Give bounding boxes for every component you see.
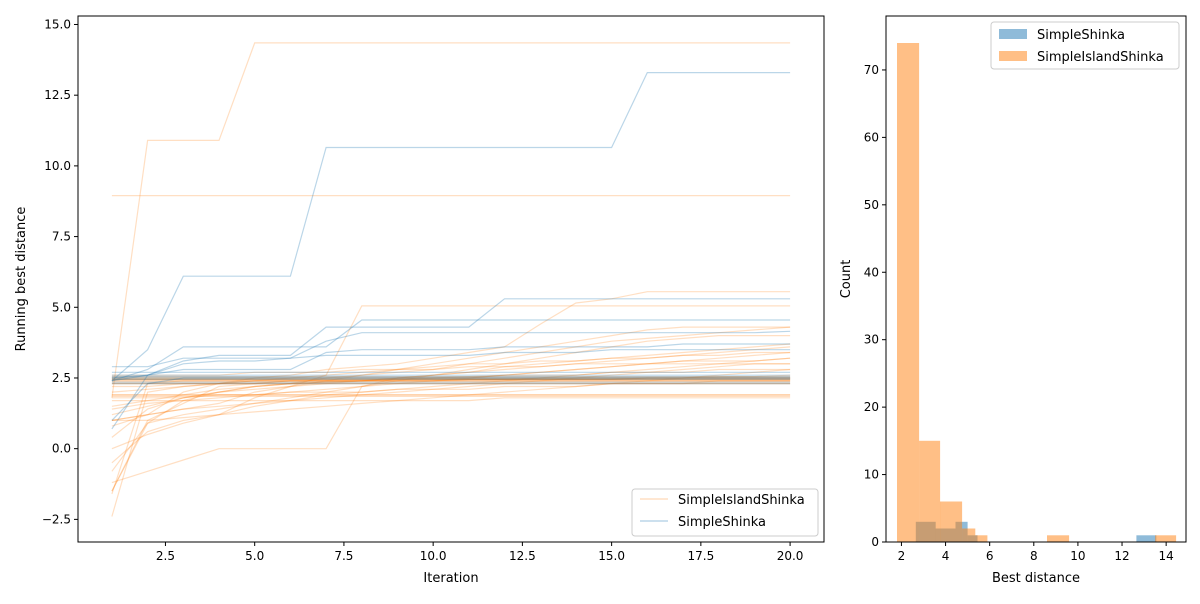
y-tick-label: 0 <box>871 535 879 549</box>
bar-simpleislandshinka-7 <box>1155 535 1177 542</box>
x-tick-label: 10.0 <box>420 549 447 563</box>
y-tick-label: 60 <box>864 130 879 144</box>
line-simpleshinka-run-6 <box>111 349 791 382</box>
x-tick-label: 2 <box>898 549 906 563</box>
line-simpleislandshinka-run-8 <box>111 380 791 517</box>
y-tick-label: 10 <box>864 468 879 482</box>
histogram-bars <box>897 43 1177 542</box>
line-simpleislandshinka-run-20 <box>111 357 791 376</box>
x-tick-label: 12.5 <box>509 549 536 563</box>
x-tick-label: 8 <box>1030 549 1038 563</box>
y-tick-label: 40 <box>864 265 879 279</box>
y-tick-label: 50 <box>864 198 879 212</box>
line-simpleshinka-run-5 <box>111 343 791 379</box>
y-tick-label: 30 <box>864 333 879 347</box>
bar-simpleislandshinka-2 <box>919 440 941 542</box>
series-lines <box>111 42 791 517</box>
plot-frame <box>885 15 1187 543</box>
line-simpleshinka-run-4 <box>111 330 791 368</box>
line-simpleislandshinka-run-14 <box>111 357 791 450</box>
x-tick-label: 20.0 <box>777 549 804 563</box>
line-simpleislandshinka-run-12 <box>111 351 791 407</box>
line-simpleislandshinka-run-5 <box>111 343 791 484</box>
x-tick-label: 5.0 <box>245 549 264 563</box>
x-tick-label: 7.5 <box>334 549 353 563</box>
line-simpleislandshinka-run-6 <box>111 377 791 495</box>
x-tick-label: 17.5 <box>687 549 714 563</box>
bar-simpleislandshinka-1 <box>897 43 920 542</box>
bar-simpleshinka-5 <box>1136 535 1157 542</box>
best-distance-histogram: 2 4 6 8 10 12 14 0 10 20 30 40 50 60 70 Best distance… <box>839 15 1187 586</box>
line-simpleislandshinka-run-11 <box>111 346 791 416</box>
legend-swatch-simpleislandshinka <box>999 51 1027 61</box>
x-tick-label: 2.5 <box>156 549 175 563</box>
line-simpleislandshinka-run-34 <box>111 377 791 492</box>
y-tick-label: 70 <box>864 63 879 77</box>
line-simpleshinka-run-1 <box>111 71 791 382</box>
y-tick-label: 20 <box>864 400 879 414</box>
line-simpleshinka-run-12 <box>111 377 791 421</box>
y-tick-label: 7.5 <box>52 230 71 244</box>
line-simpleislandshinka-run-10 <box>111 326 791 427</box>
bar-simpleislandshinka-6 <box>1047 535 1070 542</box>
legend-label-simpleshinka: SimpleShinka <box>678 515 766 530</box>
legend: SimpleShinka SimpleIslandShinka <box>990 21 1180 70</box>
y-tick-label: 5.0 <box>52 300 71 314</box>
y-axis-ticks: −2.5 0.0 2.5 5.0 7.5 10.0 12.5 15.0 <box>42 17 78 526</box>
y-tick-label: 2.5 <box>52 371 71 385</box>
x-axis-ticks: 2 4 6 8 10 12 14 <box>898 542 1174 563</box>
running-best-line-chart: 2.5 5.0 7.5 10.0 12.5 15.0 17.5 20.0 −2.5 0.0 2.5… <box>14 15 825 586</box>
line-simpleislandshinka-run-16 <box>111 368 791 388</box>
x-tick-label: 14 <box>1159 549 1174 563</box>
x-tick-label: 12 <box>1114 549 1129 563</box>
y-tick-label: 12.5 <box>44 88 71 102</box>
line-simpleshinka-run-3 <box>111 319 791 382</box>
x-tick-label: 4 <box>942 549 950 563</box>
line-simpleislandshinka-run-13 <box>111 368 791 421</box>
line-simpleislandshinka-run-1 <box>111 42 791 398</box>
bar-simpleislandshinka-5 <box>975 535 988 542</box>
x-axis-ticks: 2.5 5.0 7.5 10.0 12.5 15.0 17.5 20.0 <box>156 542 804 563</box>
y-tick-label: 15.0 <box>44 17 71 31</box>
x-axis-label: Iteration <box>423 571 478 586</box>
legend: SimpleIslandShinka SimpleShinka <box>631 488 819 537</box>
line-simpleislandshinka-run-7 <box>111 374 791 492</box>
y-tick-label: 0.0 <box>52 442 71 456</box>
legend-box <box>990 21 1180 70</box>
legend-label-simpleislandshinka: SimpleIslandShinka <box>1037 50 1164 65</box>
line-simpleislandshinka-run-19 <box>111 335 791 472</box>
y-axis-label: Running best distance <box>14 207 29 352</box>
y-tick-label: −2.5 <box>42 512 71 526</box>
legend-label-simpleshinka: SimpleShinka <box>1037 28 1125 43</box>
line-simpleislandshinka-run-3 <box>111 305 791 464</box>
line-simpleislandshinka-run-22 <box>111 351 791 393</box>
bar-simpleislandshinka-4 <box>962 528 976 542</box>
x-tick-label: 10 <box>1070 549 1085 563</box>
bar-simpleislandshinka-3 <box>940 501 963 542</box>
line-simpleislandshinka-run-23 <box>111 397 791 402</box>
legend-box <box>631 488 819 537</box>
line-simpleislandshinka-run-15 <box>111 380 791 399</box>
plot-frame <box>77 15 825 543</box>
x-tick-label: 6 <box>986 549 994 563</box>
x-axis-label: Best distance <box>992 571 1080 586</box>
line-simpleislandshinka-run-4 <box>111 291 791 421</box>
legend-swatch-simpleshinka <box>999 29 1027 39</box>
line-simpleislandshinka-run-9 <box>111 326 791 438</box>
legend-label-simpleislandshinka: SimpleIslandShinka <box>678 493 805 508</box>
line-simpleislandshinka-run-30 <box>111 363 791 421</box>
y-axis-label: Count <box>839 260 854 299</box>
y-tick-label: 10.0 <box>44 159 71 173</box>
y-axis-ticks: 0 10 20 30 40 50 60 70 <box>864 63 886 549</box>
x-tick-label: 15.0 <box>598 549 625 563</box>
line-simpleislandshinka-run-21 <box>111 363 791 410</box>
line-simpleshinka-run-2 <box>111 298 791 430</box>
